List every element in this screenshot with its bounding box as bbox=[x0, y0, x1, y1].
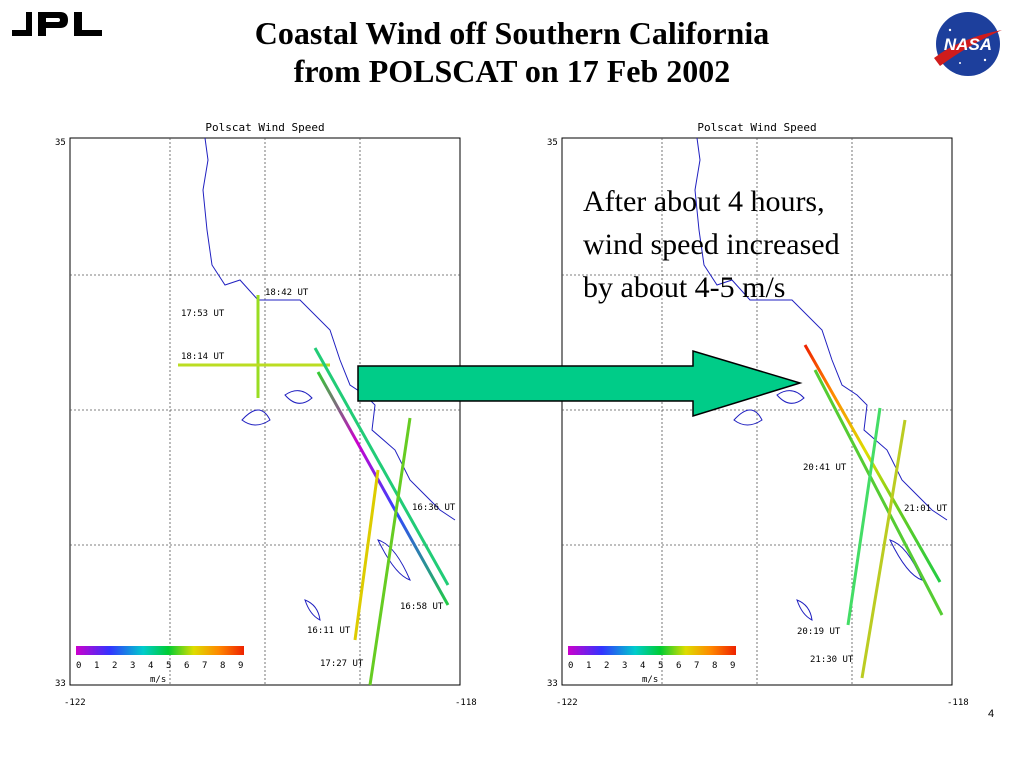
colorbar-tick: 6 bbox=[676, 661, 681, 671]
right-arrow bbox=[357, 349, 803, 418]
swath bbox=[846, 407, 882, 626]
colorbar-tick: 9 bbox=[730, 661, 735, 671]
colorbar bbox=[568, 646, 736, 655]
swath bbox=[353, 469, 380, 641]
pass-label: 17:27 UT bbox=[320, 659, 364, 669]
pass-label: 20:41 UT bbox=[803, 463, 847, 473]
colorbar-tick: 3 bbox=[130, 661, 135, 671]
swath bbox=[368, 417, 412, 686]
map-left: Polscat Wind Speed 18:42 UT 17:53 UT 18:… bbox=[55, 121, 477, 708]
lon-label-left: -122 bbox=[556, 698, 578, 708]
colorbar-tick: 8 bbox=[712, 661, 717, 671]
colorbar-tick: 7 bbox=[694, 661, 699, 671]
colorbar-tick: 4 bbox=[148, 661, 153, 671]
island bbox=[304, 599, 321, 621]
nasa-logo: NASA bbox=[934, 12, 1002, 76]
swath bbox=[813, 369, 944, 616]
colorbar bbox=[76, 646, 244, 655]
svg-text:NASA: NASA bbox=[944, 35, 992, 54]
title-line-2: from POLSCAT on 17 Feb 2002 bbox=[293, 53, 731, 89]
colorbar-tick: 8 bbox=[220, 661, 225, 671]
annotation-line: by about 4-5 m/s bbox=[583, 271, 786, 304]
lat-label-top: 35 bbox=[55, 138, 66, 148]
island bbox=[284, 390, 313, 404]
map-gridlines bbox=[70, 138, 460, 685]
colorbar-tick: 0 bbox=[568, 661, 573, 671]
map-gridlines bbox=[562, 138, 952, 685]
pass-labels: 18:42 UT 17:53 UT 18:14 UT 16:36 UT 16:5… bbox=[181, 288, 456, 669]
pass-labels: 20:41 UT 21:01 UT 20:19 UT 21:30 UT bbox=[797, 463, 948, 665]
island bbox=[889, 539, 923, 581]
colorbar-tick: 6 bbox=[184, 661, 189, 671]
swath bbox=[313, 347, 450, 586]
colorbar-tick: 9 bbox=[238, 661, 243, 671]
pass-label: 18:42 UT bbox=[265, 288, 309, 298]
lat-label-bottom: 33 bbox=[547, 679, 558, 689]
pass-label: 17:53 UT bbox=[181, 309, 225, 319]
slide-number: 4 bbox=[988, 708, 995, 720]
colorbar-ticks: 0 1 2 3 4 5 6 7 8 9 bbox=[568, 661, 735, 671]
pass-label: 16:11 UT bbox=[307, 626, 351, 636]
pass-label: 21:30 UT bbox=[810, 655, 854, 665]
colorbar-unit: m/s bbox=[642, 675, 658, 685]
island bbox=[776, 390, 805, 404]
pass-label: 18:14 UT bbox=[181, 352, 225, 362]
wind-speed-maps: Polscat Wind Speed 18:42 UT 17:53 UT 18:… bbox=[55, 121, 969, 708]
map-title: Polscat Wind Speed bbox=[205, 121, 324, 134]
annotation-line: After about 4 hours, bbox=[583, 185, 825, 218]
pass-label: 16:58 UT bbox=[400, 602, 444, 612]
title-line-1: Coastal Wind off Southern California bbox=[254, 15, 770, 51]
colorbar-tick: 4 bbox=[640, 661, 645, 671]
annotation-line: wind speed increased bbox=[583, 228, 840, 261]
jpl-logo bbox=[12, 12, 102, 36]
colorbar-tick: 5 bbox=[658, 661, 663, 671]
swath bbox=[316, 371, 450, 606]
colorbar-tick: 5 bbox=[166, 661, 171, 671]
annotation-text: After about 4 hours, wind speed increase… bbox=[583, 180, 943, 309]
coastline bbox=[694, 137, 948, 521]
colorbar-tick: 2 bbox=[112, 661, 117, 671]
island bbox=[796, 599, 813, 621]
pass-label: 21:01 UT bbox=[904, 504, 948, 514]
colorbar-tick: 7 bbox=[202, 661, 207, 671]
lat-label-bottom: 33 bbox=[55, 679, 66, 689]
pass-label: 16:36 UT bbox=[412, 503, 456, 513]
colorbar-tick: 3 bbox=[622, 661, 627, 671]
pass-label: 20:19 UT bbox=[797, 627, 841, 637]
slide-title: Coastal Wind off Southern California fro… bbox=[130, 14, 894, 90]
colorbar-tick: 0 bbox=[76, 661, 81, 671]
lon-label-left: -122 bbox=[64, 698, 86, 708]
island bbox=[733, 409, 763, 426]
coastline bbox=[202, 137, 456, 521]
lon-label-right: -118 bbox=[947, 698, 969, 708]
map-title: Polscat Wind Speed bbox=[697, 121, 816, 134]
colorbar-tick: 1 bbox=[586, 661, 591, 671]
lat-label-top: 35 bbox=[547, 138, 558, 148]
map-right: Polscat Wind Speed 20:41 UT 21:01 UT 20:… bbox=[547, 121, 969, 708]
colorbar-unit: m/s bbox=[150, 675, 166, 685]
colorbar-tick: 2 bbox=[604, 661, 609, 671]
colorbar-tick: 1 bbox=[94, 661, 99, 671]
lon-label-right: -118 bbox=[455, 698, 477, 708]
island bbox=[241, 409, 271, 426]
colorbar-ticks: 0 1 2 3 4 5 6 7 8 9 bbox=[76, 661, 243, 671]
swath bbox=[860, 419, 907, 679]
